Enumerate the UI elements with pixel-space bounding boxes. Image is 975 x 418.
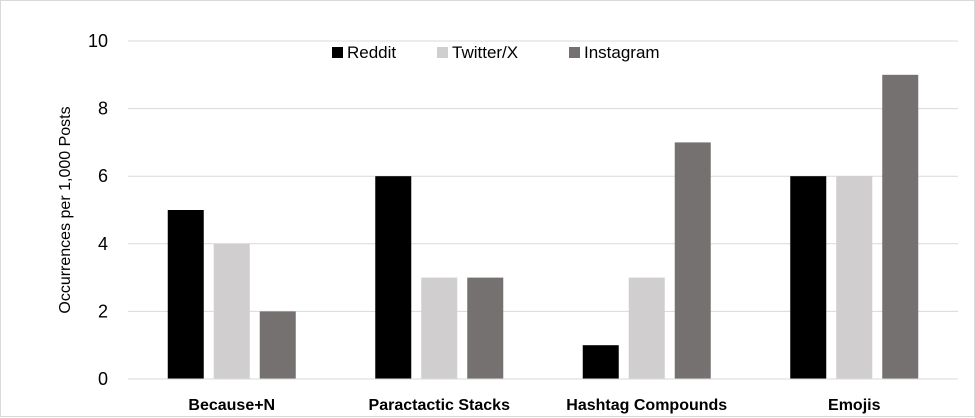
bars [167, 74, 919, 380]
y-tick-label: 6 [98, 166, 108, 186]
legend-label: Twitter/X [452, 43, 518, 62]
x-category-label: Because+N [188, 397, 275, 414]
bar-instagram-1 [259, 311, 296, 379]
y-tick-label: 0 [98, 369, 108, 389]
bar-instagram-2 [467, 277, 504, 379]
y-tick-label: 8 [98, 99, 108, 119]
legend-item: Reddit [332, 43, 396, 62]
y-axis-label: Occurrences per 1,000 Posts [57, 106, 74, 313]
x-category-label: Emojis [828, 397, 881, 414]
gridlines [128, 40, 958, 312]
bar-twitter-x-1 [213, 243, 250, 379]
x-axis-categories: Because+N Paractactic Stacks Hashtag Compo… [188, 397, 880, 414]
bar-instagram-4 [882, 74, 919, 380]
bar-instagram-3 [674, 142, 711, 379]
bar-twitter-x-2 [421, 277, 458, 379]
bar-reddit-1 [167, 210, 204, 379]
bar-twitter-x-4 [836, 176, 873, 379]
x-category-label: Hashtag Compounds [566, 397, 727, 414]
x-category-label: Paractactic Stacks [369, 397, 511, 414]
y-axis-ticks: 0 2 4 6 8 10 [88, 31, 108, 389]
bar-twitter-x-3 [628, 277, 665, 379]
y-tick-label: 2 [98, 301, 108, 321]
legend-label: Instagram [584, 43, 660, 62]
bar-reddit-4 [790, 176, 827, 379]
bar-reddit-2 [375, 176, 412, 379]
legend-swatch [569, 47, 580, 58]
legend-item: Twitter/X [437, 43, 518, 62]
y-tick-label: 10 [88, 31, 108, 51]
legend-label: Reddit [347, 43, 396, 62]
bar-reddit-3 [582, 345, 619, 379]
y-tick-label: 4 [98, 234, 108, 254]
legend-item: Instagram [569, 43, 660, 62]
legend-swatch [332, 47, 343, 58]
legend: Reddit Twitter/X Instagram [332, 43, 660, 62]
legend-swatch [437, 47, 448, 58]
